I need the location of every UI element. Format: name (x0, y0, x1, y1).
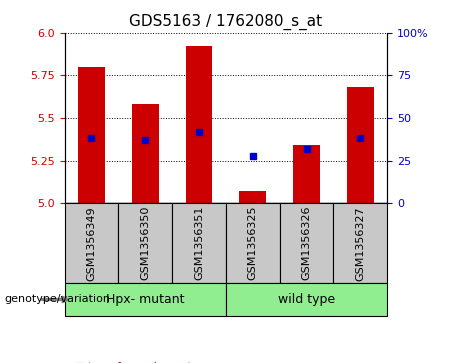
Bar (226, 283, 387, 316)
Title: GDS5163 / 1762080_s_at: GDS5163 / 1762080_s_at (130, 14, 322, 30)
Bar (172, 203, 226, 283)
Text: wild type: wild type (278, 293, 335, 306)
Text: GSM1356351: GSM1356351 (194, 206, 204, 280)
Bar (226, 203, 280, 283)
Bar (65, 203, 118, 283)
Bar (293, 145, 320, 203)
Bar (65, 283, 226, 316)
Bar (132, 104, 159, 203)
Bar (280, 203, 333, 283)
Text: genotype/variation: genotype/variation (5, 294, 111, 305)
Text: GSM1356326: GSM1356326 (301, 206, 312, 281)
Bar (347, 87, 374, 203)
Text: GSM1356349: GSM1356349 (86, 206, 96, 281)
Bar (78, 67, 105, 203)
Bar (239, 191, 266, 203)
Bar (118, 203, 172, 283)
Bar (333, 203, 387, 283)
Bar (185, 46, 213, 203)
Text: GSM1356327: GSM1356327 (355, 206, 366, 281)
Text: GSM1356325: GSM1356325 (248, 206, 258, 281)
Text: GSM1356350: GSM1356350 (140, 206, 150, 280)
Text: ■ transformed count: ■ transformed count (74, 362, 191, 363)
Text: Hpx- mutant: Hpx- mutant (106, 293, 184, 306)
